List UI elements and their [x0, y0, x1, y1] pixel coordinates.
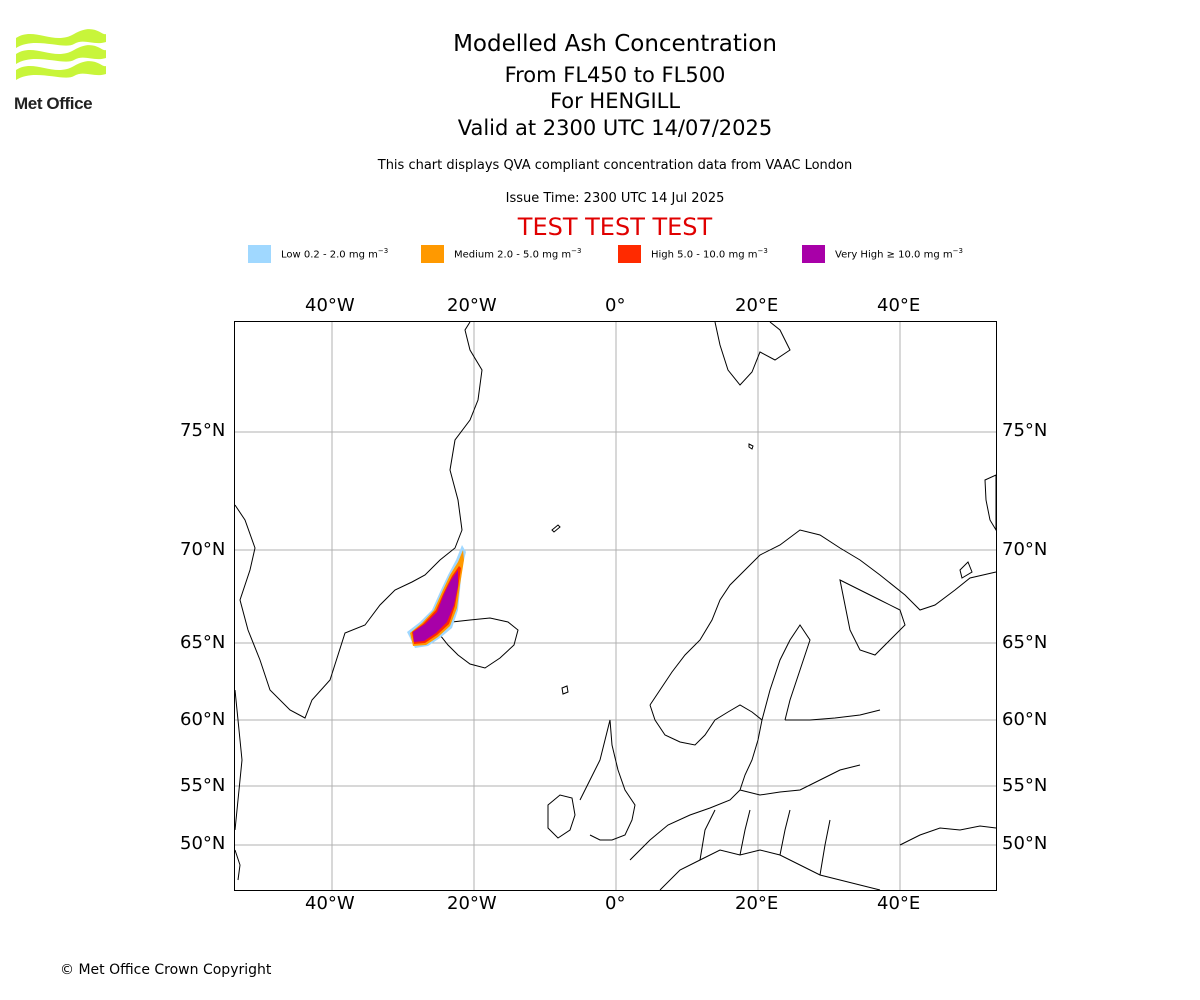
- europe-borders: [659, 849, 881, 891]
- test-banner: TEST TEST TEST: [517, 213, 713, 241]
- iberia-hint: [234, 849, 241, 881]
- lat-label-left-75n: 75°N: [180, 420, 226, 441]
- legend-label-medium: Medium 2.0 - 5.0 mg m−3: [454, 247, 582, 261]
- graticule: [235, 322, 996, 890]
- finland-coast: [785, 709, 881, 721]
- met-office-waves-icon: [16, 29, 106, 80]
- greenland-coast: [234, 321, 483, 719]
- continent-east: [899, 825, 997, 846]
- lat-label-right-75n: 75°N: [1002, 420, 1048, 441]
- coastlines: [234, 321, 997, 891]
- legend-item-low: Low 0.2 - 2.0 mg m−3: [248, 244, 388, 264]
- faroes: [561, 685, 569, 695]
- legend-swatch-very-high: [802, 245, 825, 263]
- legend-swatch-low: [248, 245, 271, 263]
- lat-label-left-50n: 50°N: [180, 833, 226, 854]
- logo-wordmark: Met Office: [14, 94, 93, 113]
- chart-title: Modelled Ash Concentration: [453, 31, 777, 57]
- lon-label-bottom-20w: 20°W: [447, 893, 497, 914]
- legend-label-high: High 5.0 - 10.0 mg m−3: [651, 247, 768, 261]
- baltic-coast: [739, 764, 861, 796]
- ireland: [547, 794, 576, 839]
- lat-label-right-60n: 60°N: [1002, 709, 1048, 730]
- issue-time: Issue Time: 2300 UTC 14 Jul 2025: [505, 191, 725, 206]
- europe-coast: [629, 789, 741, 861]
- lat-label-right-50n: 50°N: [1002, 833, 1048, 854]
- east-island: [984, 474, 997, 532]
- iceland-coast: [439, 617, 519, 669]
- lon-label-top-40e: 40°E: [877, 295, 921, 316]
- copyright-notice: © Met Office Crown Copyright: [60, 962, 272, 978]
- greenland-west-coast: [234, 689, 243, 831]
- legend-swatch-high: [618, 245, 641, 263]
- legend-label-low: Low 0.2 - 2.0 mg m−3: [281, 247, 389, 261]
- lat-label-left-65n: 65°N: [180, 632, 226, 653]
- svalbard-coast: [714, 321, 791, 386]
- lon-label-bottom-40e: 40°E: [877, 893, 921, 914]
- lat-label-right-55n: 55°N: [1002, 775, 1048, 796]
- gulf-of-bothnia: [761, 624, 811, 721]
- inland-borders: [699, 809, 831, 876]
- lon-label-top-0: 0°: [605, 295, 626, 316]
- volcano-name: For HENGILL: [549, 89, 681, 113]
- lon-label-top-20e: 20°E: [735, 295, 779, 316]
- legend-swatch-medium: [421, 245, 444, 263]
- lon-label-bottom-20e: 20°E: [735, 893, 779, 914]
- scandinavia-coast: [649, 529, 997, 706]
- lon-label-top-40w: 40°W: [305, 295, 355, 316]
- legend-item-very-high: Very High ≥ 10.0 mg m−3: [802, 244, 963, 264]
- lat-label-right-70n: 70°N: [1002, 539, 1048, 560]
- russia-north: [839, 579, 906, 656]
- map-frame: [234, 321, 997, 891]
- lat-label-left-60n: 60°N: [180, 709, 226, 730]
- lat-label-right-65n: 65°N: [1002, 632, 1048, 653]
- jan-mayen: [551, 524, 561, 533]
- disclaimer-text: This chart displays QVA compliant concen…: [377, 158, 853, 173]
- norway-south: [649, 704, 763, 791]
- british-isles: [579, 719, 636, 841]
- lat-label-left-55n: 55°N: [180, 775, 226, 796]
- ash-plume-very-high: [413, 570, 458, 642]
- novaya-zemlya: [959, 561, 973, 579]
- ash-plume-medium: [410, 550, 464, 646]
- legend-item-high: High 5.0 - 10.0 mg m−3: [618, 244, 768, 264]
- lon-label-top-20w: 20°W: [447, 295, 497, 316]
- legend-item-medium: Medium 2.0 - 5.0 mg m−3: [421, 244, 581, 264]
- lat-label-left-70n: 70°N: [180, 539, 226, 560]
- lon-label-bottom-40w: 40°W: [305, 893, 355, 914]
- valid-time: Valid at 2300 UTC 14/07/2025: [457, 116, 773, 140]
- flight-levels: From FL450 to FL500: [504, 63, 726, 87]
- ash-plume: [407, 545, 466, 648]
- lon-label-bottom-0: 0°: [605, 893, 626, 914]
- met-office-logo: Met Office: [14, 28, 108, 114]
- legend-label-very-high: Very High ≥ 10.0 mg m−3: [835, 247, 963, 261]
- bear-island: [748, 443, 754, 450]
